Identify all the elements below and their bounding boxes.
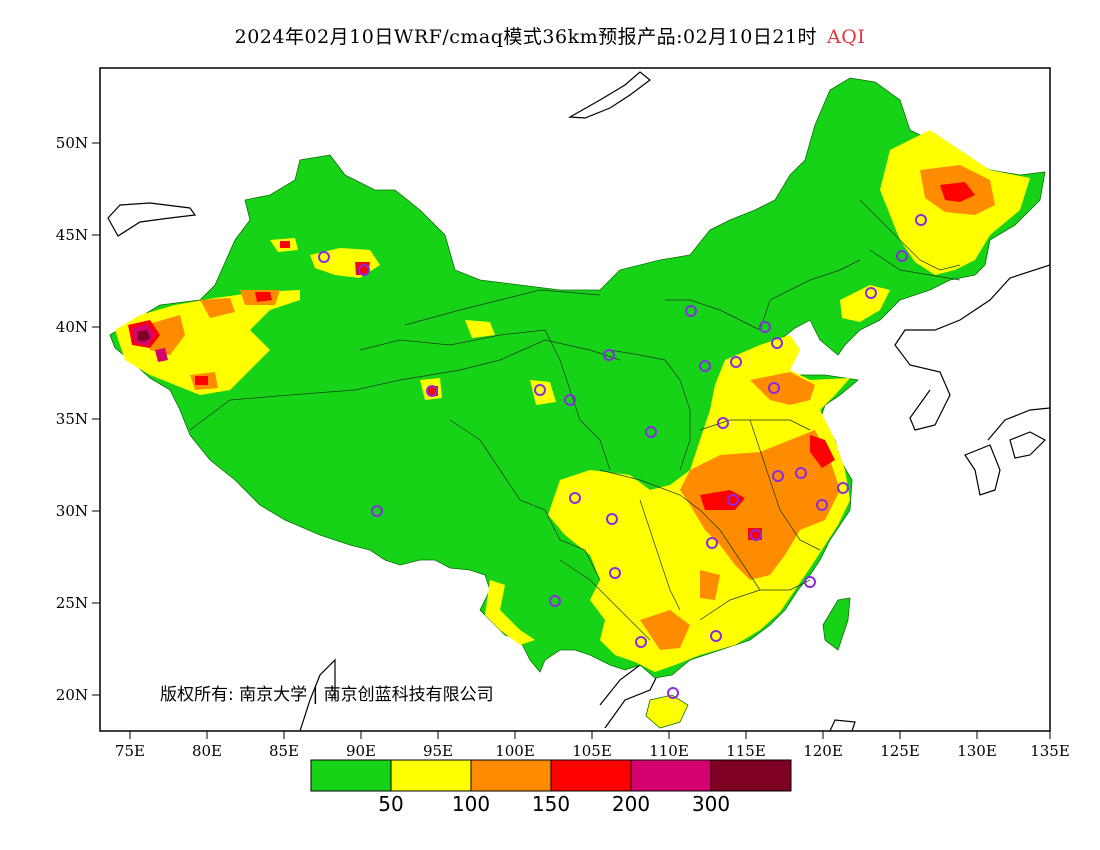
station-marker (685, 305, 697, 317)
lon-ticks (129, 731, 1051, 739)
title-text: 2024年02月10日WRF/cmaq模式36km预报产品:02月10日21时 (234, 26, 818, 48)
station-marker (816, 499, 828, 511)
station-marker (635, 636, 647, 648)
lon-label: 125E (880, 742, 920, 760)
station-marker (771, 337, 783, 349)
station-marker (804, 576, 816, 588)
lat-label: 45N (56, 226, 88, 244)
station-markers (318, 214, 927, 699)
taiwan (822, 597, 851, 651)
lat-label: 20N (56, 686, 88, 704)
lat-label: 40N (56, 318, 88, 336)
station-marker (795, 467, 807, 479)
zones-very-unhealthy (132, 324, 168, 362)
lon-label: 100E (495, 742, 535, 760)
legend-label: 50 (378, 792, 404, 816)
lon-label: 90E (346, 742, 376, 760)
station-marker (837, 482, 849, 494)
station-marker (710, 630, 722, 642)
lat-ticks (92, 142, 100, 696)
lon-label: 110E (649, 742, 689, 760)
lat-label: 50N (56, 134, 88, 152)
legend-swatch (390, 759, 472, 792)
lat-label: 25N (56, 594, 88, 612)
lon-label: 120E (803, 742, 843, 760)
legend-colorbar (310, 759, 792, 792)
lon-label: 130E (957, 742, 997, 760)
station-marker (717, 417, 729, 429)
station-marker (727, 494, 739, 506)
legend-swatch (710, 759, 792, 792)
station-marker (706, 537, 718, 549)
station-marker (569, 492, 581, 504)
legend-swatch (470, 759, 552, 792)
station-marker (549, 595, 561, 607)
legend-swatch (310, 759, 392, 792)
legend-label: 100 (451, 792, 491, 816)
station-marker (426, 385, 438, 397)
lat-labels: 50N 45N 40N 35N 30N 25N 20N (56, 134, 88, 704)
station-marker (606, 513, 618, 525)
lon-label: 115E (726, 742, 766, 760)
station-marker (699, 360, 711, 372)
hainan (645, 694, 689, 729)
product-label: AQI (827, 26, 866, 48)
lon-label: 80E (192, 742, 222, 760)
lon-label: 105E (572, 742, 612, 760)
lon-label: 85E (269, 742, 299, 760)
station-marker (564, 394, 576, 406)
station-marker (915, 214, 927, 226)
station-marker (667, 687, 679, 699)
lon-label: 75E (115, 742, 145, 760)
station-marker (768, 382, 780, 394)
station-marker (603, 349, 615, 361)
station-marker (772, 470, 784, 482)
station-marker (645, 426, 657, 438)
station-marker (750, 529, 762, 541)
legend-swatch (550, 759, 632, 792)
station-marker (896, 250, 908, 262)
legend-label: 150 (531, 792, 571, 816)
province-boundaries (189, 199, 961, 641)
lat-label: 30N (56, 502, 88, 520)
station-marker (609, 567, 621, 579)
station-marker (318, 251, 330, 263)
station-marker (358, 264, 370, 276)
station-marker (730, 356, 742, 368)
lon-label: 95E (423, 742, 453, 760)
map-content (107, 71, 1050, 731)
station-marker (371, 505, 383, 517)
station-marker (759, 321, 771, 333)
legend-label: 200 (611, 792, 651, 816)
lat-label: 35N (56, 410, 88, 428)
lon-label: 135E (1030, 742, 1070, 760)
map-frame (99, 67, 1051, 732)
legend-swatch (630, 759, 712, 792)
lon-labels: 75E 80E 85E 90E 95E 100E 105E 110E 115E … (115, 742, 1070, 760)
legend-label: 300 (691, 792, 731, 816)
station-marker (865, 287, 877, 299)
station-marker (534, 384, 546, 396)
map-title: 2024年02月10日WRF/cmaq模式36km预报产品:02月10日21时 A… (0, 22, 1100, 49)
copyright-notice: 版权所有: 南京大学 | 南京创蓝科技有限公司 (160, 685, 494, 705)
